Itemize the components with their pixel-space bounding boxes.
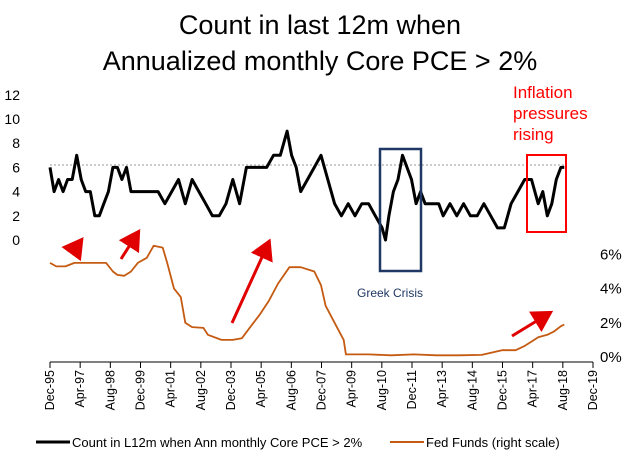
series-line-count — [48, 129, 565, 242]
left-tick-label: 10 — [4, 111, 20, 127]
x-axis: Dec-95 Apr-97 Aug-98 Dec-99 Apr-01 Aug-02 Dec-… — [43, 361, 600, 410]
arrow-up-2 — [118, 228, 141, 260]
right-axis-ticks: 0% 2% 4% 6% — [600, 246, 622, 366]
series-line-fedfunds — [49, 244, 565, 357]
right-tick-label: 6% — [600, 246, 622, 263]
x-tick-label: Dec-95 — [43, 370, 57, 410]
right-tick-label: 2% — [600, 315, 622, 332]
legend-label-fedfunds: Fed Funds (right scale) — [426, 435, 560, 450]
x-tick-label: Apr-01 — [164, 370, 178, 408]
x-tick-label: Dec-19 — [586, 370, 600, 410]
left-tick-label: 6 — [12, 159, 20, 175]
inflation-label-line1: Inflation — [513, 83, 573, 102]
left-axis-ticks: 0 2 4 6 8 10 12 — [4, 87, 20, 248]
x-tick-label: Aug-18 — [556, 370, 570, 410]
chart-title-line2: Annualized monthly Core PCE > 2% — [102, 46, 538, 76]
arrow-up-1 — [61, 237, 84, 262]
x-tick-label: Aug-06 — [284, 370, 298, 410]
x-tick-label: Apr-17 — [526, 370, 540, 408]
x-tick-label: Aug-02 — [194, 370, 208, 410]
legend-label-count: Count in L12m when Ann monthly Core PCE … — [72, 435, 363, 450]
x-tick-label: Aug-10 — [375, 370, 389, 410]
x-tick-label: Aug-98 — [103, 370, 117, 410]
greek-crisis-label: Greek Crisis — [357, 286, 423, 300]
x-tick-label: Apr-97 — [73, 370, 87, 408]
arrow-up-4 — [511, 310, 554, 338]
inflation-box — [526, 154, 567, 233]
x-tick-label: Dec-07 — [315, 370, 329, 410]
left-tick-label: 8 — [12, 135, 20, 151]
x-tick-label: Apr-05 — [254, 370, 268, 408]
chart-title-line1: Count in last 12m when — [178, 10, 462, 40]
left-tick-label: 12 — [4, 87, 20, 103]
x-tick-label: Dec-15 — [496, 370, 510, 410]
x-tick-label: Apr-09 — [345, 370, 359, 408]
greek-crisis-box — [378, 147, 423, 273]
right-tick-label: 0% — [600, 349, 622, 366]
x-tick-label: Apr-13 — [435, 370, 449, 408]
x-tick-label: Dec-99 — [134, 370, 148, 410]
left-tick-label: 0 — [12, 232, 20, 248]
left-tick-label: 2 — [12, 208, 20, 224]
x-tick-label: Dec-11 — [405, 370, 419, 409]
left-tick-label: 4 — [12, 184, 20, 200]
inflation-label-line2: pressures — [513, 104, 588, 123]
inflation-label-line3: rising — [513, 125, 554, 144]
x-tick-label: Aug-14 — [465, 370, 479, 410]
x-tick-label: Dec-03 — [224, 370, 238, 410]
right-tick-label: 4% — [600, 281, 622, 298]
arrow-up-3 — [230, 238, 273, 324]
series-lines — [48, 129, 565, 357]
